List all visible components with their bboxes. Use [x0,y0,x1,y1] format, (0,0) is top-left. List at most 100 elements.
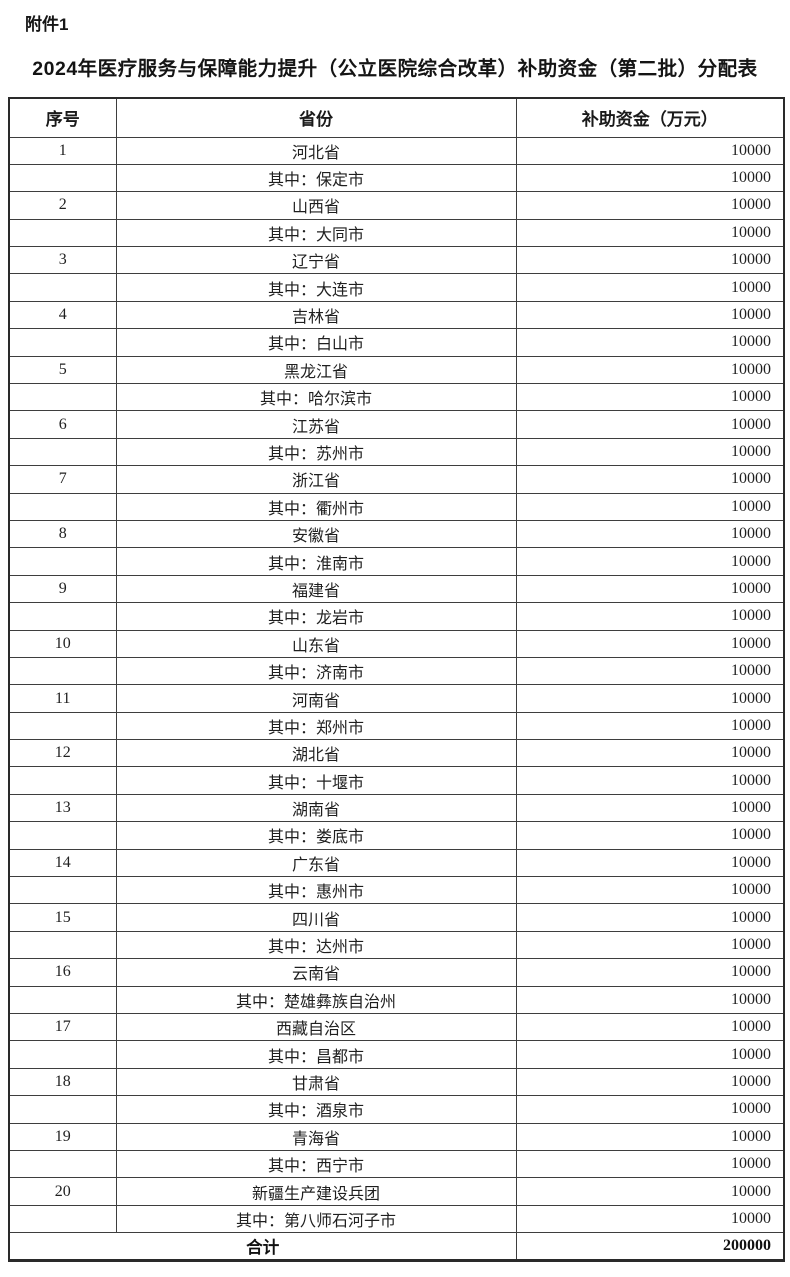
amount-cell: 10000 [515,218,785,248]
table-row: 15 四川省 10000 [8,903,785,932]
table-row: 其中：楚雄彝族自治州 10000 [8,985,785,1015]
region-cell: 河南省 [115,684,517,713]
table-row: 其中：惠州市 10000 [8,876,785,905]
serial-cell: 12 [8,739,117,768]
serial-cell: 3 [8,246,117,275]
amount-cell: 10000 [515,1067,785,1097]
region-cell: 其中：哈尔滨市 [115,383,517,412]
table-row: 其中：苏州市 10000 [8,437,785,467]
serial-cell [8,602,117,631]
serial-cell: 8 [8,519,117,549]
amount-cell: 10000 [515,602,785,631]
serial-cell [8,876,117,905]
amount-cell: 10000 [515,355,785,385]
serial-cell: 6 [8,410,117,439]
amount-cell: 10000 [515,1012,785,1042]
region-cell: 湖南省 [115,793,517,823]
serial-cell: 1 [8,136,117,165]
serial-cell [8,163,117,193]
serial-cell [8,1040,117,1069]
region-cell: 福建省 [115,574,517,604]
table-row: 其中：昌都市 10000 [8,1040,785,1069]
table-row: 其中：第八师石河子市 10000 [8,1204,785,1234]
table-row: 其中：衢州市 10000 [8,492,785,521]
serial-cell [8,1204,117,1234]
serial-cell [8,711,117,741]
table-row: 其中：十堰市 10000 [8,766,785,795]
table-row: 9 福建省 10000 [8,574,785,604]
page-title: 2024年医疗服务与保障能力提升（公立医院综合改革）补助资金（第二批）分配表 [32,58,758,80]
amount-cell: 10000 [515,1177,785,1206]
table-row: 11 河南省 10000 [8,684,785,713]
table-row: 5 黑龙江省 10000 [8,355,785,385]
header-subsidy-amount: 补助资金（万元） [515,97,785,138]
header-province: 省份 [115,97,517,138]
region-cell: 山西省 [115,191,517,220]
region-cell: 江苏省 [115,410,517,439]
amount-cell: 10000 [515,465,785,494]
amount-cell: 10000 [515,1040,785,1069]
amount-cell: 10000 [515,383,785,412]
amount-cell: 10000 [515,328,785,357]
region-cell: 黑龙江省 [115,355,517,385]
serial-cell: 7 [8,465,117,494]
amount-cell: 10000 [515,958,785,987]
table-row: 7 浙江省 10000 [8,465,785,494]
amount-cell: 10000 [515,903,785,932]
region-cell: 其中：十堰市 [115,766,517,795]
region-cell: 其中：惠州市 [115,876,517,905]
amount-cell: 10000 [515,985,785,1015]
region-cell: 山东省 [115,629,517,658]
amount-cell: 10000 [515,876,785,905]
region-cell: 其中：大同市 [115,218,517,248]
serial-cell [8,383,117,412]
amount-cell: 10000 [515,519,785,549]
table-header-row: 序号 省份 补助资金（万元） [8,97,785,138]
region-cell: 吉林省 [115,300,517,330]
table-row: 其中：娄底市 10000 [8,821,785,850]
region-cell: 其中：酒泉市 [115,1095,517,1124]
serial-cell [8,328,117,357]
table-row: 20 新疆生产建设兵团 10000 [8,1177,785,1206]
region-cell: 其中：娄底市 [115,821,517,850]
amount-cell: 10000 [515,547,785,576]
table-row: 17 西藏自治区 10000 [8,1012,785,1042]
region-cell: 其中：济南市 [115,656,517,686]
table-row: 14 广东省 10000 [8,848,785,878]
amount-cell: 10000 [515,629,785,658]
amount-cell: 10000 [515,273,785,302]
serial-cell: 11 [8,684,117,713]
serial-cell: 2 [8,191,117,220]
region-cell: 其中：淮南市 [115,547,517,576]
table-row: 13 湖南省 10000 [8,793,785,823]
region-cell: 西藏自治区 [115,1012,517,1042]
amount-cell: 10000 [515,163,785,193]
region-cell: 甘肃省 [115,1067,517,1097]
region-cell: 其中：昌都市 [115,1040,517,1069]
region-cell: 安徽省 [115,519,517,549]
table-row: 8 安徽省 10000 [8,519,785,549]
table-row: 10 山东省 10000 [8,629,785,658]
serial-cell [8,985,117,1015]
table-row: 2 山西省 10000 [8,191,785,220]
serial-cell [8,273,117,302]
table-row: 4 吉林省 10000 [8,300,785,330]
table-row: 其中：大同市 10000 [8,218,785,248]
region-cell: 其中：郑州市 [115,711,517,741]
table-row: 3 辽宁省 10000 [8,246,785,275]
table-row: 19 青海省 10000 [8,1122,785,1151]
serial-cell [8,821,117,850]
region-cell: 其中：白山市 [115,328,517,357]
amount-cell: 10000 [515,300,785,330]
table-row: 其中：保定市 10000 [8,163,785,193]
amount-cell: 10000 [515,492,785,521]
amount-cell: 10000 [515,793,785,823]
table-row: 其中：西宁市 10000 [8,1149,785,1179]
amount-cell: 10000 [515,1122,785,1151]
serial-cell: 10 [8,629,117,658]
attachment-label: 附件1 [25,15,69,34]
serial-cell [8,1149,117,1179]
total-amount-cell: 200000 [515,1232,785,1261]
table-row: 1 河北省 10000 [8,136,785,165]
